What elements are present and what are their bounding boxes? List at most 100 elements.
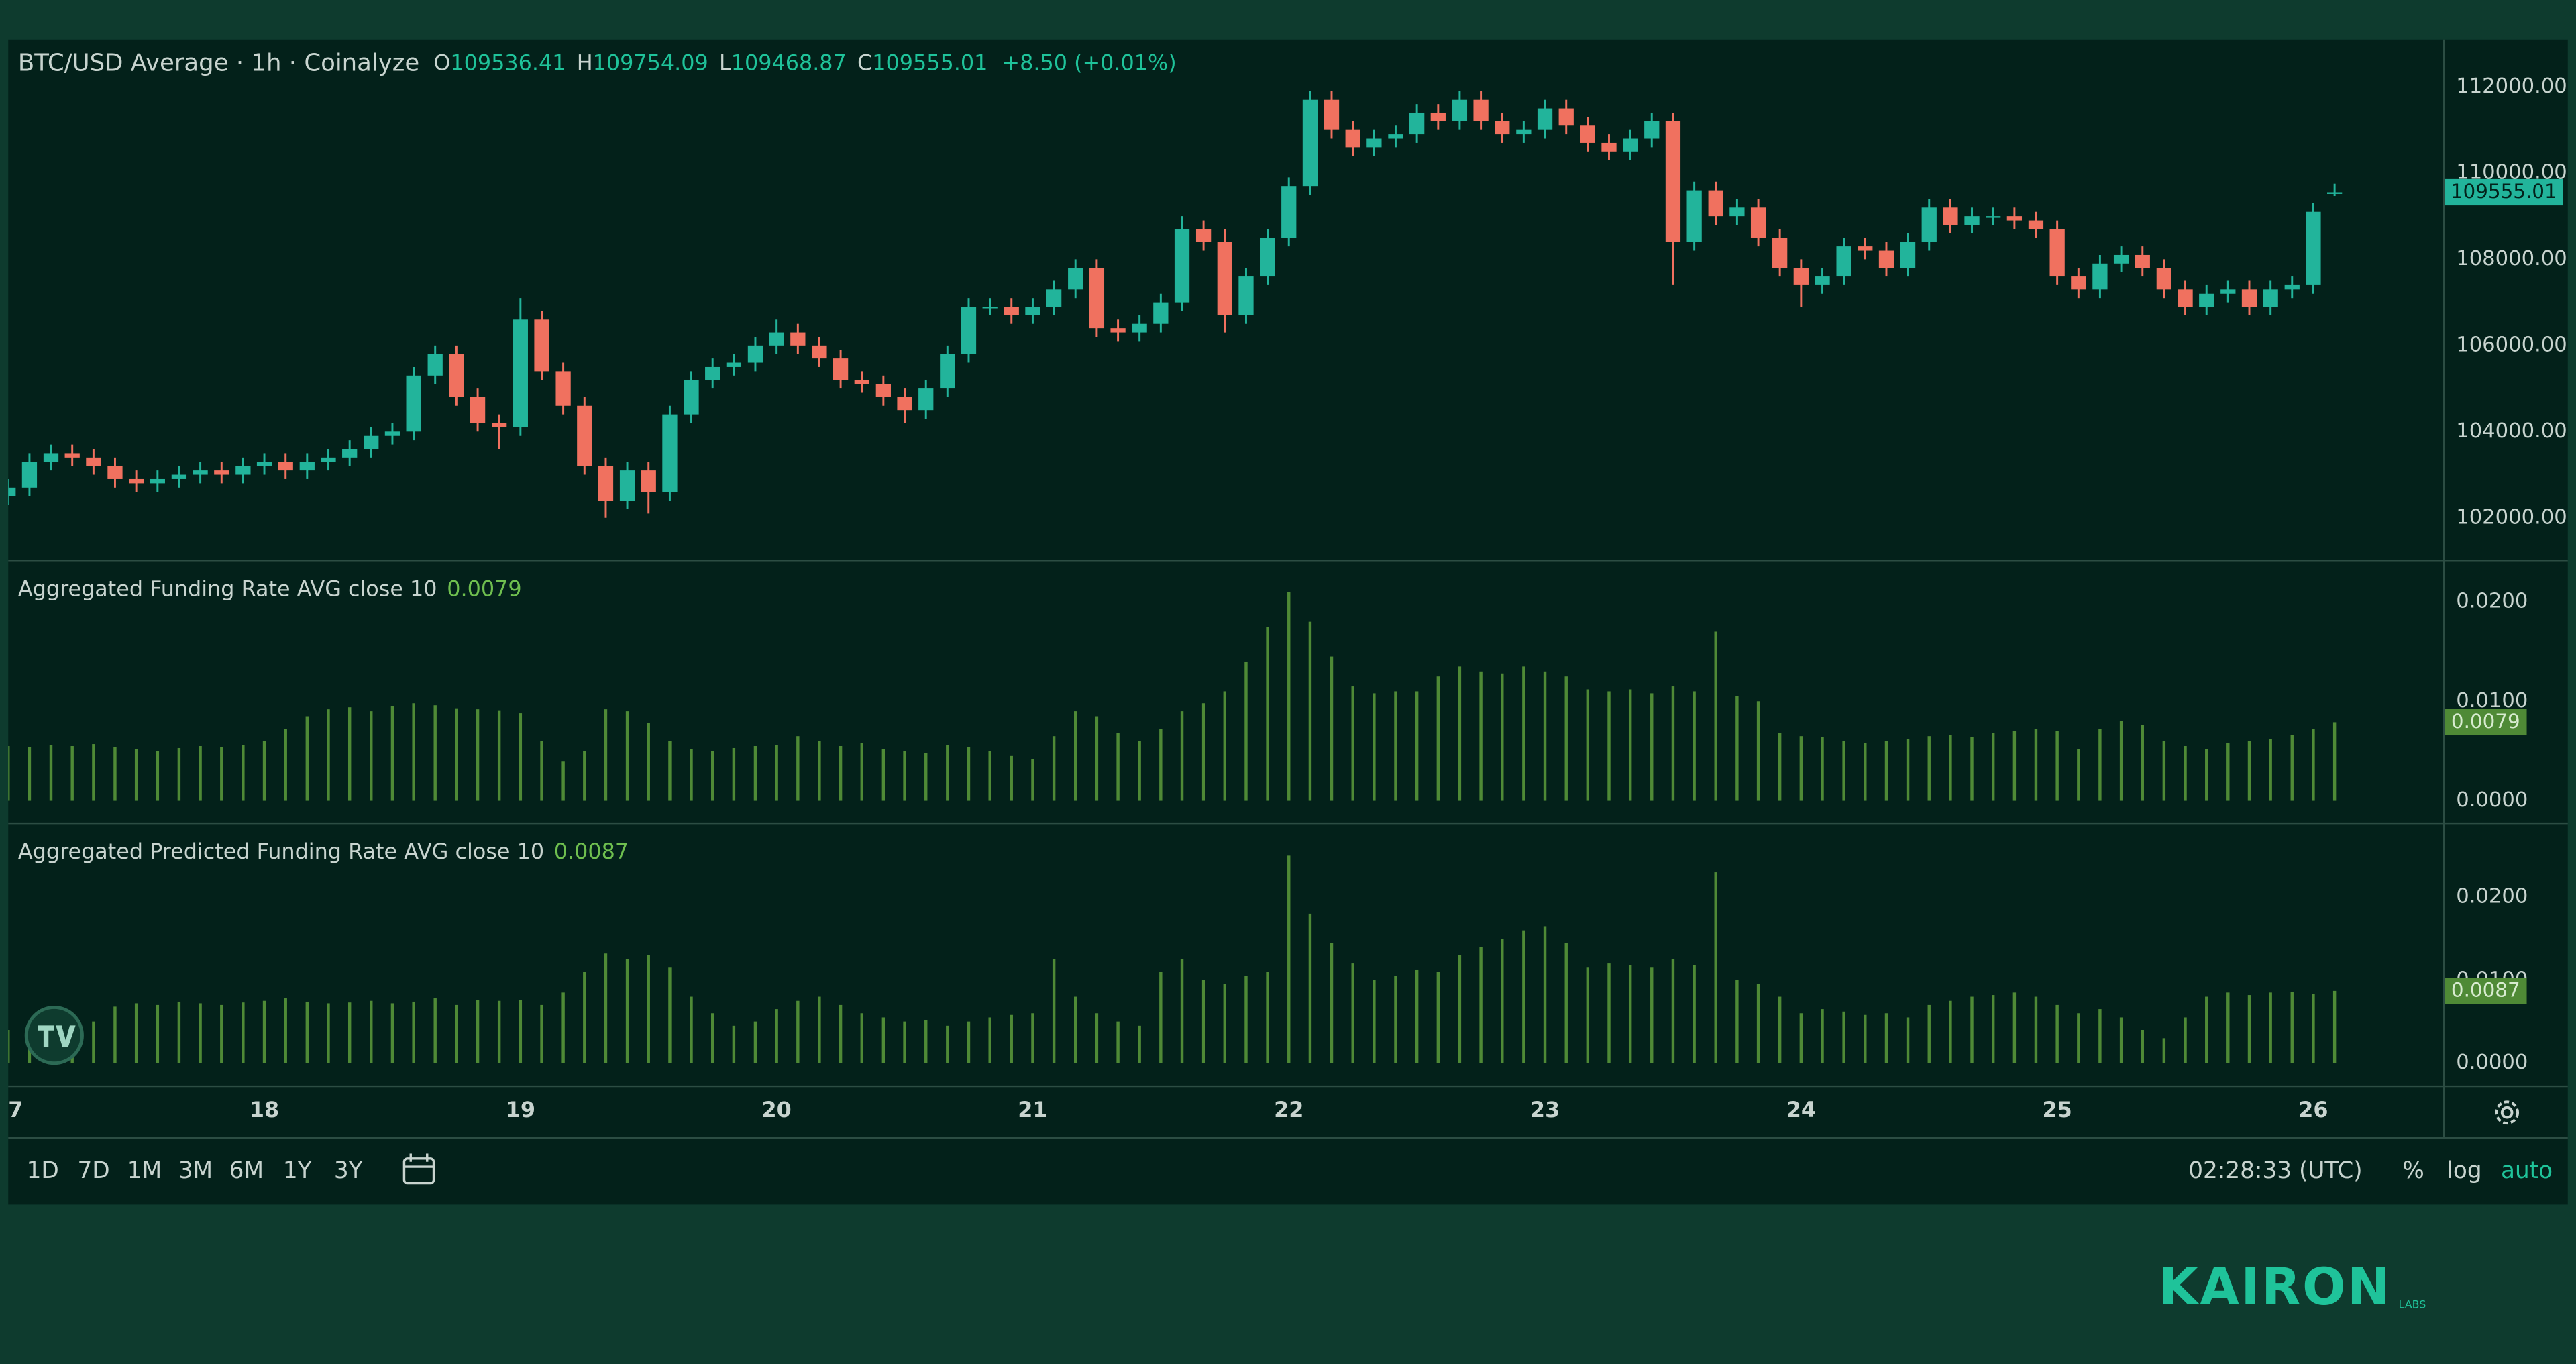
- ohlc-label: L: [719, 50, 731, 76]
- bar: [2141, 725, 2144, 801]
- y-tick-label: 112000.00: [2456, 74, 2567, 98]
- bar: [1074, 711, 1077, 801]
- bar: [412, 703, 415, 801]
- candle-body: [641, 470, 656, 492]
- bar: [1010, 1014, 1013, 1063]
- bar: [8, 746, 10, 801]
- bar: [1693, 965, 1696, 1063]
- log-toggle[interactable]: log: [2447, 1157, 2481, 1184]
- high-value: 109754.09: [593, 50, 708, 76]
- bar: [1244, 661, 1248, 801]
- candle-body: [2199, 293, 2214, 307]
- bar: [519, 1000, 523, 1063]
- bar: [732, 747, 736, 801]
- candle-body: [2071, 276, 2086, 290]
- range-button[interactable]: 1Y: [283, 1157, 312, 1184]
- bar: [2184, 746, 2187, 801]
- candle-body: [619, 470, 635, 501]
- bar: [690, 996, 693, 1063]
- bar: [2012, 731, 2017, 801]
- candle-body: [43, 453, 59, 462]
- bar: [1949, 1000, 1952, 1063]
- bar: [347, 1002, 352, 1063]
- bar: [49, 745, 53, 801]
- candle-body: [662, 414, 678, 492]
- bar: [1884, 741, 1888, 801]
- range-button[interactable]: 1D: [27, 1157, 59, 1184]
- candle-body: [21, 462, 38, 488]
- bar: [903, 751, 906, 801]
- candle-body: [427, 354, 443, 376]
- bar: [561, 761, 565, 801]
- range-button[interactable]: 7D: [78, 1157, 110, 1184]
- bar: [1436, 676, 1440, 801]
- pane-title: Aggregated Funding Rate AVG close 10 0.00…: [18, 576, 522, 601]
- bar: [92, 744, 95, 801]
- bar: [1010, 755, 1013, 801]
- candle-body: [1324, 99, 1340, 130]
- candle-body: [1238, 276, 1254, 315]
- bar: [1970, 996, 1974, 1063]
- auto-toggle[interactable]: auto: [2501, 1157, 2553, 1184]
- bar: [1308, 913, 1312, 1063]
- bar: [2205, 996, 2208, 1063]
- bar: [1586, 689, 1590, 801]
- candle-body: [1068, 268, 1083, 290]
- y-tick-label: 0.0000: [2456, 1051, 2528, 1074]
- bar: [710, 751, 714, 801]
- candle-body: [1452, 99, 1468, 121]
- bar: [647, 723, 650, 801]
- bar: [775, 1009, 778, 1063]
- candle-body: [214, 470, 229, 475]
- bar: [2269, 739, 2272, 801]
- candle-body: [2326, 192, 2343, 194]
- bar: [476, 1000, 480, 1063]
- x-tick-label: 20: [761, 1097, 791, 1122]
- bar: [1607, 963, 1611, 1063]
- range-button[interactable]: 6M: [229, 1157, 264, 1184]
- bar: [262, 1000, 266, 1063]
- range-button[interactable]: 3Y: [334, 1157, 363, 1184]
- calendar-icon[interactable]: [402, 1153, 435, 1185]
- x-tick-label: 19: [506, 1097, 535, 1122]
- plot-layer: 17 18 19 20 21 22 23 24 25 26 102000.00 104000.00 10…: [8, 74, 2567, 1122]
- pane-title-text: Aggregated Funding Rate AVG close 10: [18, 576, 437, 601]
- candle-body: [1836, 246, 1851, 277]
- candle-body: [1388, 134, 1403, 139]
- bar: [113, 1006, 117, 1063]
- bar: [1756, 701, 1760, 801]
- candle-body: [2006, 216, 2023, 221]
- y-tick-label: 0.0100: [2456, 689, 2528, 713]
- bar: [1864, 1014, 1867, 1063]
- candle-body: [1921, 207, 1937, 242]
- bar: [2077, 1013, 2080, 1063]
- bar: [583, 751, 586, 801]
- y-tick-label: 0.0200: [2456, 885, 2528, 908]
- candle-body: [1110, 328, 1126, 333]
- bar: [604, 953, 608, 1063]
- bar: [1159, 972, 1163, 1063]
- bar: [753, 1021, 757, 1063]
- x-tick-label: 22: [1274, 1097, 1303, 1122]
- bar: [2012, 992, 2017, 1063]
- range-button[interactable]: 3M: [178, 1157, 213, 1184]
- bars: [8, 592, 2337, 801]
- tradingview-logo[interactable]: [24, 1006, 84, 1065]
- range-button[interactable]: 1M: [127, 1157, 162, 1184]
- bar: [1906, 739, 1910, 801]
- bar: [1735, 696, 1739, 801]
- brand-logo: KAIRON: [2159, 1257, 2392, 1316]
- percent-toggle[interactable]: %: [2402, 1157, 2424, 1184]
- bar: [199, 1003, 202, 1063]
- candle-body: [470, 397, 486, 423]
- bar: [1564, 943, 1568, 1063]
- bar: [2247, 995, 2251, 1063]
- candle-body: [1729, 207, 1745, 217]
- bar: [796, 736, 800, 801]
- candle-body: [129, 478, 144, 484]
- candle-body: [8, 487, 16, 496]
- candle-body: [684, 380, 699, 415]
- bar: [241, 1002, 245, 1063]
- settings-icon[interactable]: [2495, 1100, 2520, 1125]
